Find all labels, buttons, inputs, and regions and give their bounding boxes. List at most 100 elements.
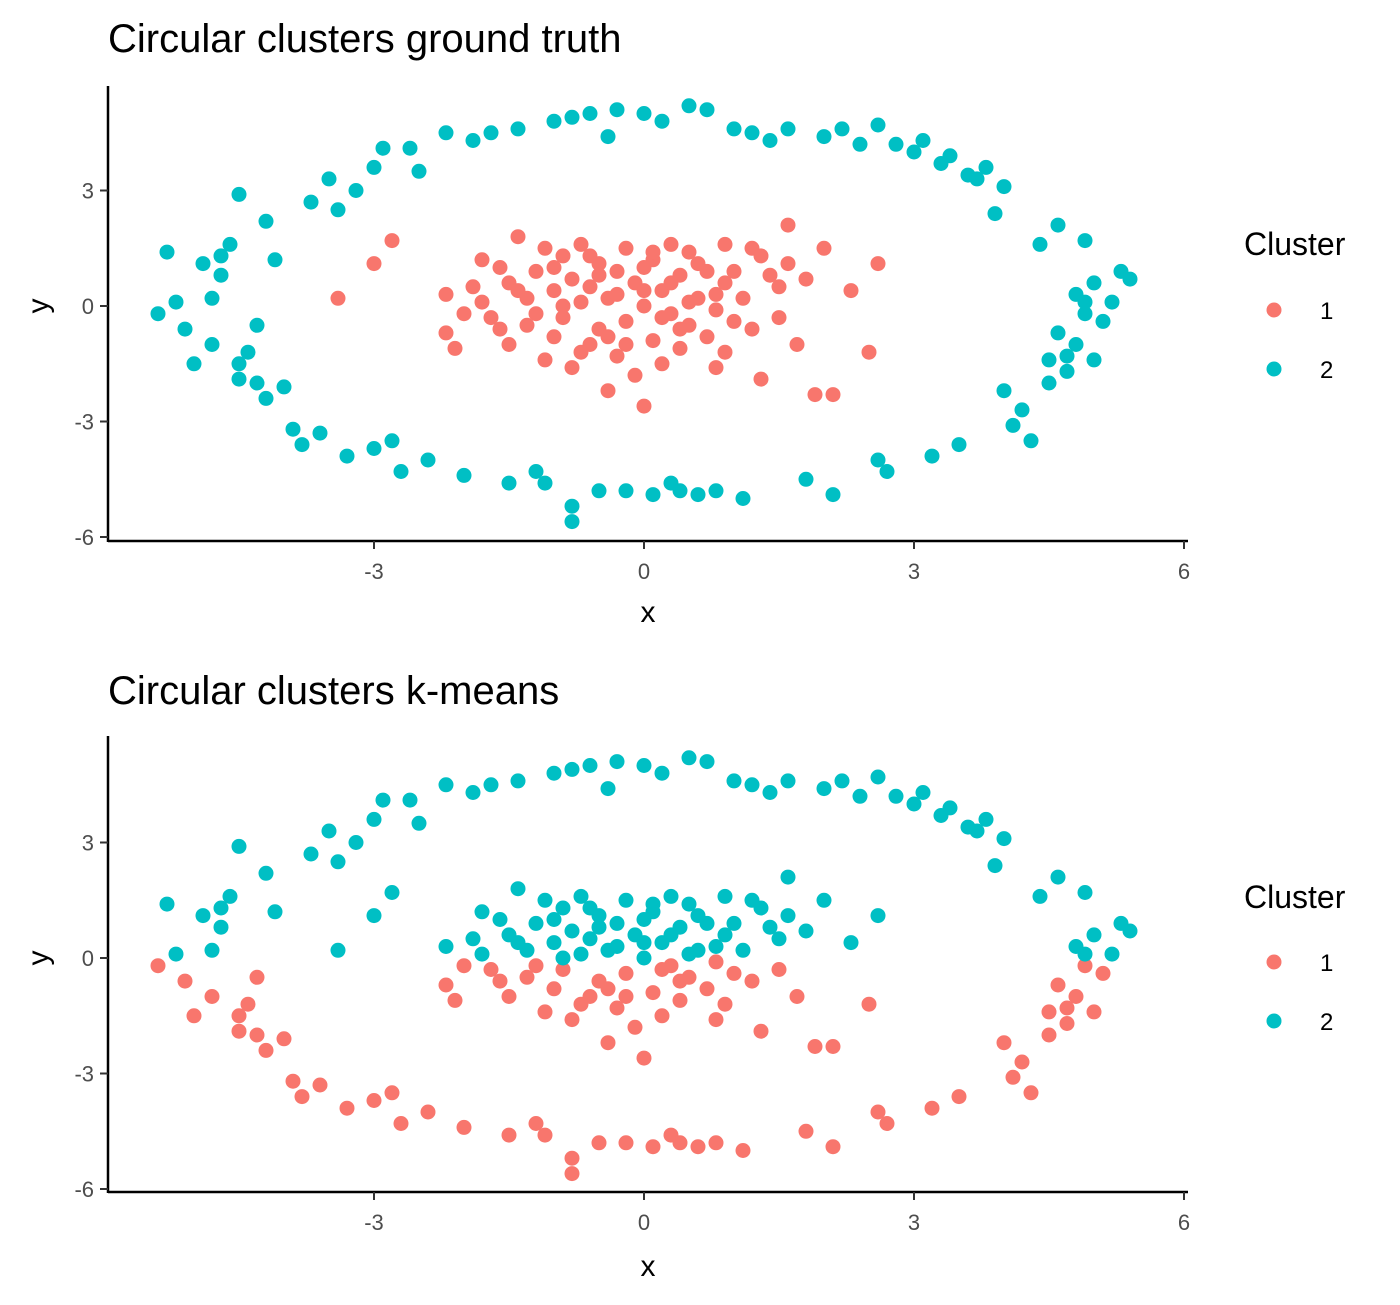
data-point — [978, 159, 994, 175]
data-point — [636, 950, 652, 966]
data-point — [366, 441, 382, 456]
data-point — [996, 831, 1012, 847]
data-point — [510, 121, 526, 137]
data-point — [1059, 1000, 1075, 1016]
data-point — [726, 121, 742, 137]
data-point — [987, 206, 1003, 222]
data-point — [1077, 306, 1093, 322]
data-point — [339, 448, 355, 464]
data-point — [618, 989, 634, 1004]
data-point — [762, 785, 778, 800]
data-point — [636, 758, 652, 773]
data-point — [483, 310, 499, 326]
data-point — [1041, 1004, 1057, 1020]
data-point — [258, 213, 274, 229]
data-point — [1086, 352, 1102, 368]
data-point — [1014, 402, 1030, 418]
data-point — [708, 360, 724, 376]
data-point — [627, 367, 643, 383]
data-point — [708, 1135, 724, 1151]
data-point — [762, 919, 778, 935]
x-tick-label: 6 — [1178, 1210, 1190, 1235]
data-point — [663, 236, 679, 252]
data-point — [276, 1031, 292, 1047]
data-point — [717, 888, 733, 904]
data-point — [672, 1135, 688, 1151]
data-point — [240, 996, 256, 1012]
data-point — [501, 475, 517, 491]
data-point — [501, 989, 517, 1004]
data-point — [204, 337, 220, 352]
data-point — [1059, 1016, 1075, 1031]
data-point — [915, 785, 931, 800]
data-point — [555, 310, 571, 326]
data-point — [384, 1085, 400, 1101]
data-point — [546, 765, 562, 781]
data-point — [690, 256, 706, 272]
data-point — [609, 1000, 625, 1016]
data-point — [780, 869, 796, 885]
data-point — [402, 140, 418, 156]
x-tick-label: 6 — [1178, 559, 1190, 584]
data-point — [1086, 927, 1102, 943]
x-tick-label: -3 — [364, 559, 384, 584]
data-point — [708, 954, 724, 970]
data-point — [528, 958, 544, 974]
data-point — [177, 973, 193, 989]
data-point — [654, 113, 670, 129]
data-point — [654, 356, 670, 372]
data-point — [924, 448, 940, 464]
data-point — [591, 1135, 607, 1151]
data-point — [807, 1039, 823, 1054]
data-point — [744, 777, 760, 793]
data-point — [609, 939, 625, 954]
data-point — [996, 383, 1012, 399]
data-point — [1122, 271, 1138, 287]
legend-label-2: 2 — [1320, 357, 1333, 384]
data-point — [528, 263, 544, 279]
ticks-layer: -3 0 3 6 -6 -3 0 3 — [74, 179, 1190, 585]
data-point — [384, 885, 400, 900]
data-point — [915, 133, 931, 148]
data-point — [582, 248, 598, 264]
data-point — [1041, 375, 1057, 391]
data-point — [546, 260, 562, 275]
data-point — [663, 888, 679, 904]
data-point — [222, 236, 238, 252]
data-point — [582, 279, 598, 295]
data-point — [1014, 1054, 1030, 1070]
data-point — [681, 896, 697, 912]
data-point — [222, 888, 238, 904]
data-point — [798, 271, 814, 287]
data-point — [537, 1127, 553, 1143]
data-point — [753, 900, 769, 916]
data-point — [1023, 1085, 1039, 1101]
points-layer — [150, 98, 1138, 530]
data-point — [618, 337, 634, 352]
data-point — [564, 761, 580, 777]
data-point — [726, 915, 742, 931]
data-point — [780, 121, 796, 137]
data-point — [456, 306, 472, 322]
data-point — [717, 996, 733, 1012]
data-point — [1068, 989, 1084, 1004]
data-point — [645, 985, 661, 1001]
data-point — [1005, 1069, 1021, 1085]
data-point — [708, 1012, 724, 1028]
data-point — [798, 923, 814, 939]
data-point — [834, 121, 850, 137]
data-point — [1032, 888, 1048, 904]
data-point — [1032, 236, 1048, 252]
data-point — [492, 973, 508, 989]
data-point — [483, 962, 499, 977]
data-point — [726, 965, 742, 981]
data-point — [1050, 325, 1066, 341]
data-point — [600, 383, 616, 399]
data-point — [150, 958, 166, 974]
data-point — [1095, 965, 1111, 981]
y-axis-title: y — [22, 299, 55, 314]
data-point — [1086, 275, 1102, 291]
data-point — [591, 919, 607, 935]
data-point — [546, 981, 562, 997]
data-point — [618, 1135, 634, 1151]
